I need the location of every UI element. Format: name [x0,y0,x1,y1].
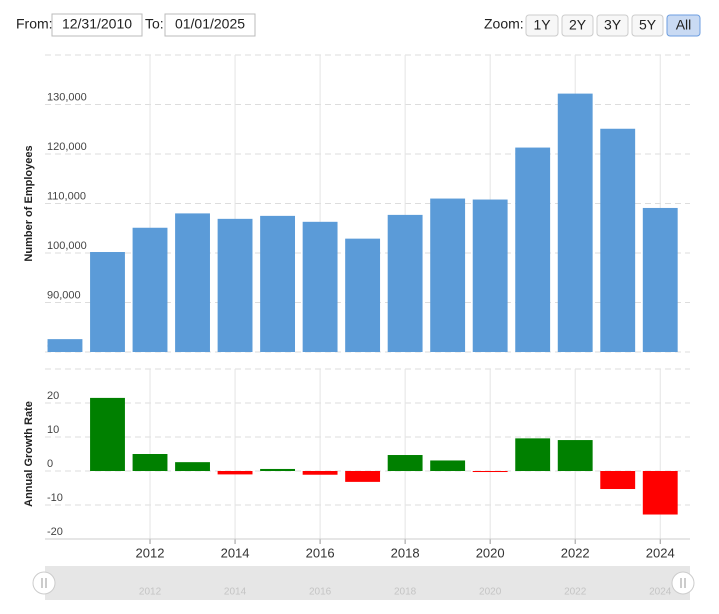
y-tick-label: -20 [47,526,63,538]
zoom-label: Zoom: [484,16,524,32]
zoom-button[interactable] [525,14,559,37]
bar [642,471,678,515]
bar [132,227,168,352]
y-tick-label: 100,000 [47,240,87,252]
zoom-button-label[interactable]: All [676,17,692,33]
x-tick-label: 2014 [221,545,250,560]
navigator-handle-left[interactable] [32,571,56,595]
from-value[interactable]: 12/31/2010 [62,16,132,32]
zoom-button[interactable] [561,14,594,37]
y-tick-label: 20 [47,390,59,402]
y-tick-label: -10 [47,492,63,504]
chart: 80,00090,000100,000110,000120,000130,000… [23,54,690,353]
bar [217,471,253,475]
x-tick-label: 2016 [306,545,335,560]
navigator[interactable] [45,566,690,600]
y-axis-title: Number of Employees [23,145,35,261]
bar [557,93,593,353]
navigator-handle-right[interactable] [671,571,695,595]
navigator-label: 2020 [479,587,502,598]
bar [515,438,551,471]
navigator-label: 2022 [564,587,587,598]
y-tick-label: 90,000 [47,289,81,301]
y-tick-label: 0 [47,458,53,470]
bar [175,213,210,352]
bar [430,198,466,352]
x-tick-label: 2022 [561,545,590,560]
bar [345,471,381,482]
bar [345,238,381,352]
y-axis-title: Annual Growth Rate [23,401,35,507]
x-tick-label: 2020 [476,545,505,560]
navigator-label: 2016 [309,587,332,598]
bar [430,460,466,471]
zoom-button-label[interactable]: 3Y [604,17,622,33]
bar [600,128,636,352]
bar [217,218,253,352]
from-label: From: [16,16,53,32]
bar [515,147,551,352]
navigator-label: 2012 [139,587,162,598]
x-tick-label: 2018 [391,545,420,560]
chart: -20 -10 0 10 20 2012 2014 2016 2018 2020 2022 2024 A… [23,368,690,560]
zoom-button[interactable] [666,14,701,37]
bar [302,221,338,352]
y-tick-label: 120,000 [47,141,87,153]
bar [387,214,423,352]
bar [90,252,125,352]
bar [90,397,125,471]
zoom-button-label[interactable]: 2Y [569,17,587,33]
bar [47,339,83,352]
bar [642,207,678,352]
to-input[interactable] [164,13,256,37]
y-tick-label: 130,000 [47,91,87,103]
zoom-button-label[interactable]: 5Y [639,17,657,33]
bars [47,93,678,353]
bar [260,468,296,471]
bar [132,454,168,471]
bar [387,455,423,471]
zoom-button-label[interactable]: 1Y [533,17,551,33]
navigator-label: 2018 [394,587,417,598]
bar [175,462,210,471]
bar [472,471,508,473]
bar [472,199,508,352]
zoom-buttons: 1Y 2Y 3Y 5Y All [525,14,701,37]
bar [302,471,338,475]
to-value[interactable]: 01/01/2025 [175,16,245,32]
bar [600,471,636,490]
zoom-button[interactable] [596,14,629,37]
bars [90,397,678,515]
y-tick-label: 10 [47,424,59,436]
to-label: To: [145,16,164,32]
x-tick-label: 2024 [646,545,675,560]
from-input[interactable] [51,13,143,37]
bar [557,440,593,471]
navigator-label: 2024 [649,587,672,598]
y-tick-label: 110,000 [47,190,86,202]
zoom-button[interactable] [631,14,664,37]
x-tick-label: 2012 [136,545,165,560]
navigator-labels: 2012 2014 2016 2018 2020 2022 2024 [139,587,672,598]
bar [260,215,296,352]
navigator-label: 2014 [224,587,247,598]
